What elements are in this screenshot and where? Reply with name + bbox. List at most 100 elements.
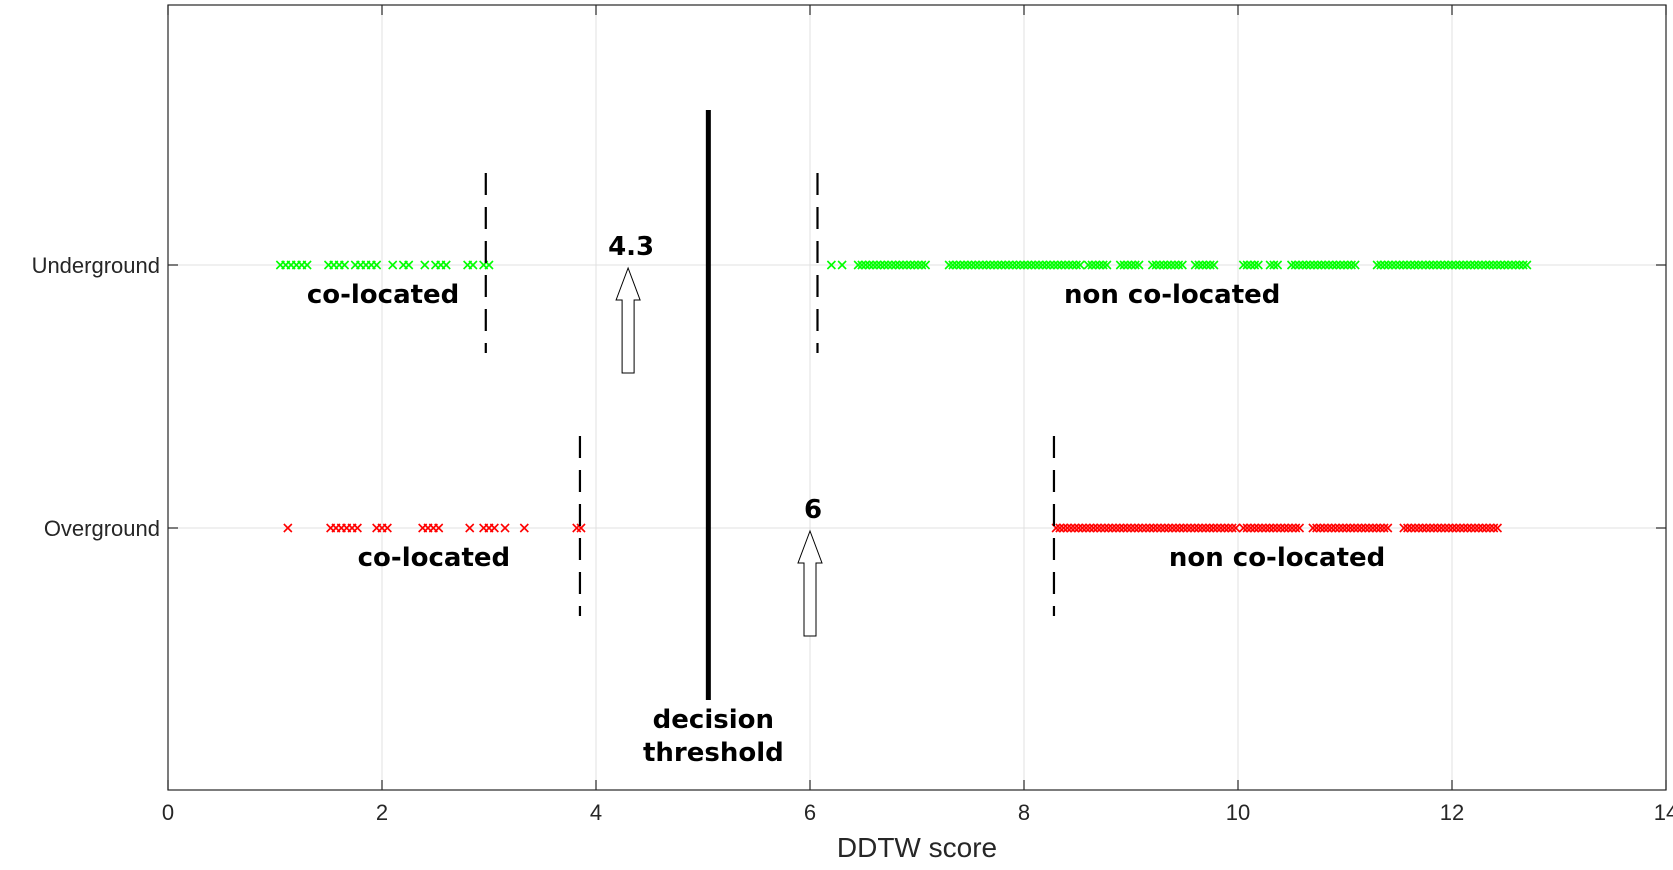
data-point <box>1205 260 1215 270</box>
data-point <box>872 260 882 270</box>
axes-layer: 0 2 4 6 8 10 12 14 Underground Overground DDTW sco… <box>32 4 1673 863</box>
x-tick-label: 8 <box>1018 800 1030 825</box>
data-point-glyph <box>1320 260 1330 270</box>
data-point <box>1298 260 1308 270</box>
data-point-glyph <box>1205 260 1215 270</box>
data-point-glyph <box>1148 523 1159 533</box>
data-point-glyph <box>1481 260 1491 270</box>
data-point-glyph <box>1406 260 1416 270</box>
data-point <box>1194 260 1204 270</box>
data-point-glyph <box>1141 523 1151 533</box>
data-point-glyph <box>388 260 398 270</box>
data-point-glyph <box>887 260 897 270</box>
data-point-glyph <box>1418 523 1428 533</box>
data-point <box>1294 523 1305 533</box>
data-point-glyph <box>1159 260 1169 270</box>
data-point <box>1395 260 1405 270</box>
data-point <box>1432 260 1442 270</box>
data-point <box>1439 260 1450 270</box>
data-point <box>1159 260 1169 270</box>
data-point-glyph <box>1170 260 1180 270</box>
data-point-glyph <box>1429 523 1439 533</box>
data-point <box>1327 523 1337 533</box>
arrow-value-label: 6 <box>804 495 822 525</box>
data-point-glyph <box>1436 523 1446 533</box>
data-point-glyph <box>883 260 893 270</box>
data-point-glyph <box>1507 260 1517 270</box>
data-point <box>1163 523 1174 533</box>
data-point-glyph <box>1085 523 1095 533</box>
data-point <box>1193 523 1203 533</box>
x-tick-label: 10 <box>1226 800 1250 825</box>
data-point <box>853 260 863 270</box>
data-point <box>1492 260 1502 270</box>
data-point <box>1316 260 1327 270</box>
data-point <box>382 523 392 533</box>
data-point-glyph <box>952 260 962 270</box>
data-point <box>1470 523 1480 533</box>
data-point <box>1264 523 1275 533</box>
data-point-glyph <box>1103 523 1114 533</box>
data-point-glyph <box>1421 260 1431 270</box>
data-point-glyph <box>853 260 863 270</box>
data-point <box>1166 260 1176 270</box>
data-point-glyph <box>1100 523 1110 533</box>
data-point-glyph <box>1319 523 1329 533</box>
data-point <box>959 260 969 270</box>
data-point-glyph <box>861 260 871 270</box>
data-point-glyph <box>1360 523 1370 533</box>
data-point <box>1066 523 1076 533</box>
data-point <box>1451 260 1461 270</box>
data-point-glyph <box>372 260 382 270</box>
data-point-glyph <box>1459 523 1469 533</box>
data-point-glyph <box>1175 523 1185 533</box>
data-point <box>489 523 499 533</box>
data-point-glyph <box>1398 260 1408 270</box>
data-point-glyph <box>1323 523 1333 533</box>
decision-threshold-label-line2: threshold <box>643 738 784 768</box>
data-point <box>1077 523 1087 533</box>
data-point-glyph <box>1499 260 1509 270</box>
data-point-glyph <box>1466 523 1476 533</box>
data-point <box>1451 523 1461 533</box>
data-point <box>1357 523 1367 533</box>
data-point-glyph <box>1083 260 1093 270</box>
data-point-glyph <box>1410 523 1420 533</box>
data-point-glyph <box>1060 260 1070 270</box>
data-point <box>1511 260 1521 270</box>
data-point-glyph <box>967 260 977 270</box>
data-point <box>1313 260 1323 270</box>
data-point-glyph <box>837 260 847 270</box>
data-point <box>1403 523 1413 533</box>
data-point <box>1197 523 1207 533</box>
data-point <box>826 260 836 270</box>
data-point <box>1391 260 1401 270</box>
data-point <box>1518 260 1528 270</box>
grid-layer <box>167 5 1667 790</box>
data-point-glyph <box>1156 523 1166 533</box>
data-point <box>1428 260 1438 270</box>
data-point-glyph <box>1308 523 1318 533</box>
data-point-glyph <box>864 260 874 270</box>
data-point-glyph <box>1383 260 1393 270</box>
data-point <box>1379 523 1389 533</box>
data-point-glyph <box>1198 260 1208 270</box>
data-point <box>1291 523 1301 533</box>
data-point <box>1126 523 1136 533</box>
data-point <box>1294 260 1304 270</box>
data-point-glyph <box>339 260 350 270</box>
data-point-glyph <box>1268 523 1278 533</box>
data-point-glyph <box>920 260 931 270</box>
data-point <box>1250 523 1260 533</box>
data-point-glyph <box>1316 260 1327 270</box>
data-point <box>1137 523 1147 533</box>
data-point <box>1015 260 1025 270</box>
data-point <box>1019 260 1029 270</box>
data-point-glyph <box>1118 523 1129 533</box>
data-point-glyph <box>1238 260 1248 270</box>
data-point-glyph <box>1436 260 1446 270</box>
data-point-glyph <box>872 260 882 270</box>
data-point <box>1220 523 1230 533</box>
data-point <box>948 260 958 270</box>
data-point <box>1133 523 1144 533</box>
